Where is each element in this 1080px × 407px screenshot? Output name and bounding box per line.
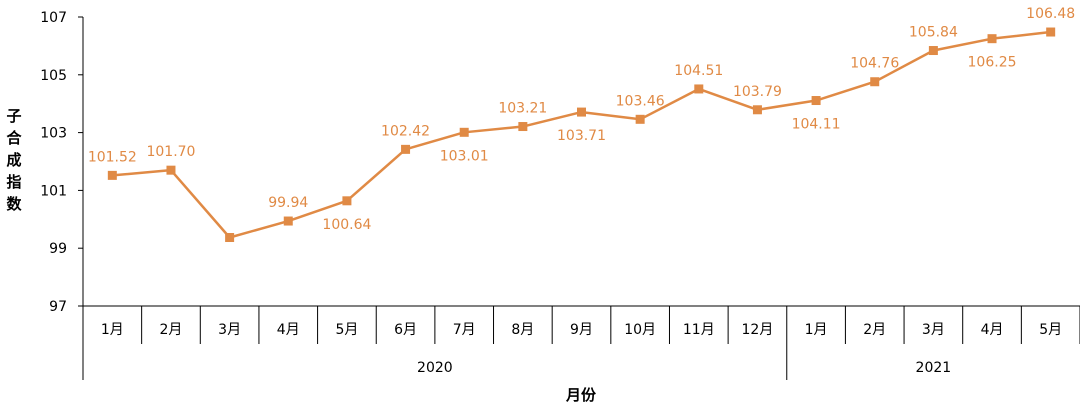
data-point-marker (342, 196, 352, 206)
y-axis-title-char: 成 (6, 151, 21, 169)
data-point-marker (987, 34, 997, 44)
data-label: 103.71 (557, 128, 606, 144)
data-point-marker (459, 127, 469, 137)
x-tick-label: 4月 (277, 322, 300, 338)
data-point-marker (928, 46, 938, 56)
data-point-marker (1046, 27, 1056, 37)
data-label: 104.51 (674, 63, 723, 79)
y-axis-title-char: 子 (6, 107, 21, 125)
data-label: 103.46 (616, 93, 665, 109)
data-labels: 101.52 101.70 99.94 100.64 102.42 103.01 103.2… (88, 6, 1075, 233)
x-tick-label: 11月 (683, 322, 715, 338)
data-point-marker (752, 105, 762, 115)
x-tick-label: 6月 (394, 322, 417, 338)
data-point-marker (694, 84, 704, 94)
x-tick-label: 5月 (1039, 322, 1062, 338)
year-label: 2020 (417, 360, 453, 376)
x-tick-label: 10月 (624, 322, 656, 338)
data-label: 106.25 (968, 55, 1017, 71)
data-point-marker (225, 233, 235, 243)
data-label: 102.42 (381, 123, 430, 139)
data-point-marker (635, 114, 645, 124)
data-label: 100.64 (322, 217, 371, 233)
data-label: 105.84 (909, 25, 958, 41)
data-point-marker (107, 170, 117, 180)
x-tick-label: 1月 (101, 322, 124, 338)
x-tick-label: 1月 (805, 322, 828, 338)
y-axis-title-char: 指 (6, 173, 21, 191)
data-point-marker (283, 216, 293, 226)
data-label: 103.21 (498, 101, 547, 117)
y-tick-label: 105 (40, 68, 67, 84)
y-axis-title-char: 合 (5, 129, 22, 147)
data-point-marker (577, 107, 586, 117)
y-tick-label: 97 (49, 299, 67, 315)
year-label: 2021 (916, 360, 952, 376)
x-axis-title: 月份 (565, 386, 597, 404)
data-point-marker (401, 144, 411, 154)
data-label: 106.48 (1026, 6, 1075, 22)
x-tick-label: 3月 (922, 322, 945, 338)
data-point-marker (811, 96, 821, 106)
data-label: 101.70 (146, 144, 195, 160)
x-tick-label: 8月 (511, 322, 534, 338)
data-label: 103.79 (733, 84, 782, 100)
x-tick-label: 3月 (218, 322, 241, 338)
data-label: 99.94 (268, 195, 308, 211)
x-tick-label: 7月 (453, 322, 476, 338)
y-tick-label: 107 (40, 10, 67, 26)
x-tick-label: 4月 (981, 322, 1004, 338)
data-point-marker (166, 165, 176, 175)
x-tick-label: 5月 (335, 322, 358, 338)
x-tick-label: 2月 (160, 322, 183, 338)
x-axis-ticks: 1月 2月 3月 4月 5月 6月 7月 8月 9月 10月 11月 12月 1月 2月 3月 4月 5月 202… (82, 306, 1080, 380)
data-point-marker (870, 77, 880, 87)
y-axis-title-char: 数 (6, 195, 22, 213)
x-tick-label: 2月 (863, 322, 886, 338)
y-tick-label: 99 (49, 241, 67, 257)
x-tick-label: 12月 (742, 322, 774, 338)
y-tick-label: 101 (40, 183, 67, 199)
data-point-marker (518, 122, 528, 132)
data-label: 103.01 (440, 148, 489, 164)
series-line-group (107, 27, 1056, 243)
data-label: 101.52 (88, 149, 137, 165)
y-axis-ticks: 97 99 101 103 105 107 (40, 10, 83, 315)
data-label: 104.76 (850, 56, 899, 72)
x-tick-label: 9月 (570, 322, 593, 338)
y-tick-label: 103 (40, 126, 67, 142)
data-label: 104.11 (792, 117, 841, 133)
